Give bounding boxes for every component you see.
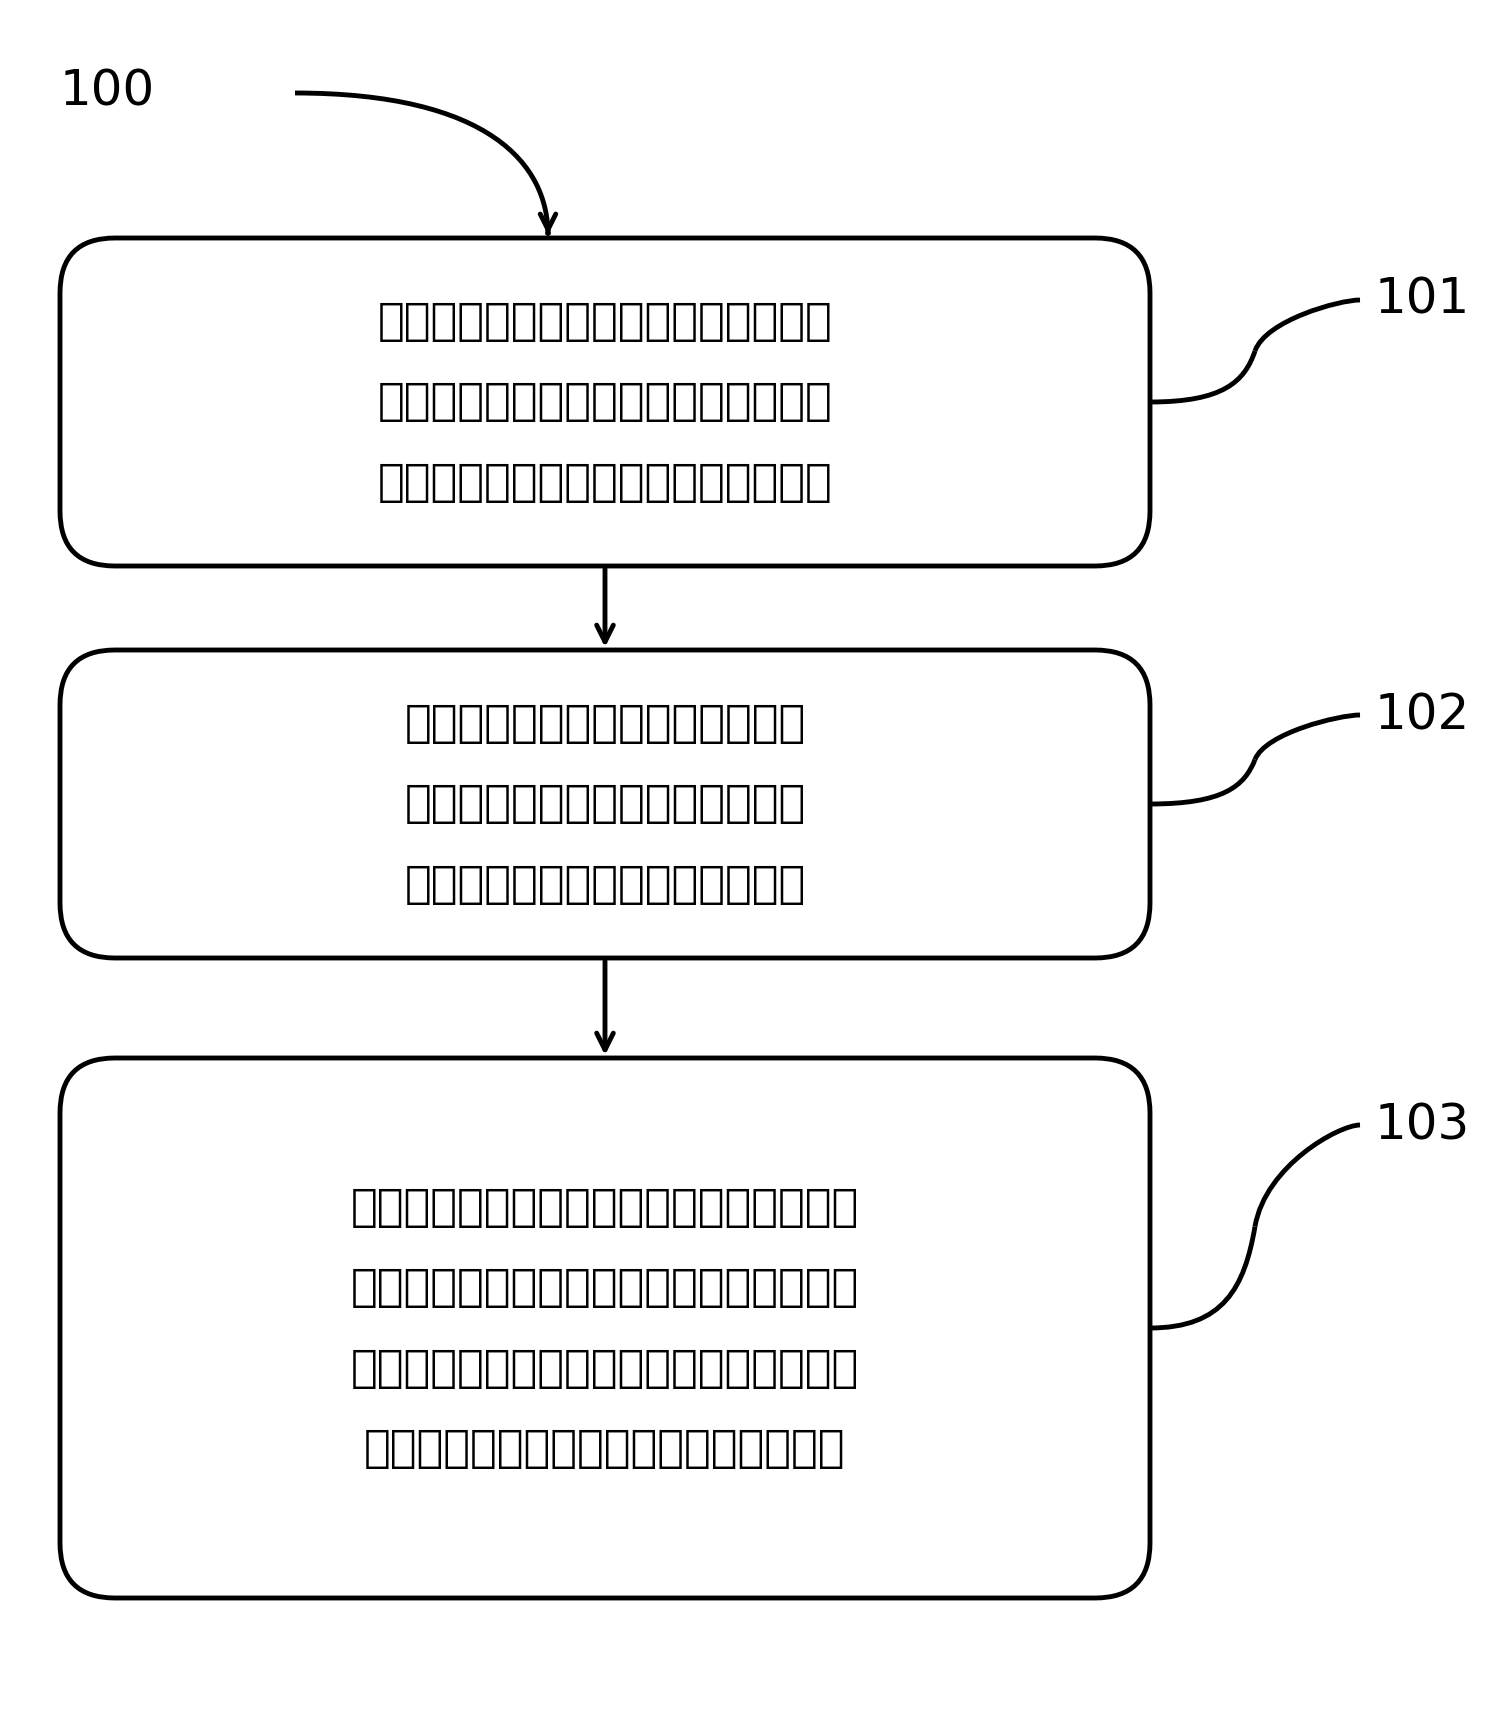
FancyBboxPatch shape bbox=[60, 649, 1150, 959]
Text: 基于经处理的二维图像进行切面重建，得到
浅表组织与器官的横切面、矢状面和冒状面
图像，切面重建包括根据经处理的容积数据
进行三正交切面空间同步和时间同步处理: 基于经处理的二维图像进行切面重建，得到 浅表组织与器官的横切面、矢状面和冒状面 … bbox=[351, 1185, 860, 1471]
Text: 102: 102 bbox=[1376, 691, 1470, 739]
Text: 100: 100 bbox=[60, 69, 156, 117]
FancyBboxPatch shape bbox=[60, 239, 1150, 565]
FancyBboxPatch shape bbox=[60, 1058, 1150, 1598]
Text: 103: 103 bbox=[1376, 1101, 1470, 1149]
Text: 由超声探头连续采集浅表组织与器官的
连续多帧二维超声图像，每一帧二维超
声图像对应浅表组织与器官的一个切面: 由超声探头连续采集浅表组织与器官的 连续多帧二维超声图像，每一帧二维超 声图像对… bbox=[378, 301, 832, 503]
Text: 101: 101 bbox=[1376, 277, 1470, 325]
Text: 对数帧二维超声图像进行预处理，
得到经处理的二维图像，即容积数
据，预处理包括滤波、增强和分割: 对数帧二维超声图像进行预处理， 得到经处理的二维图像，即容积数 据，预处理包括滤… bbox=[405, 703, 806, 905]
